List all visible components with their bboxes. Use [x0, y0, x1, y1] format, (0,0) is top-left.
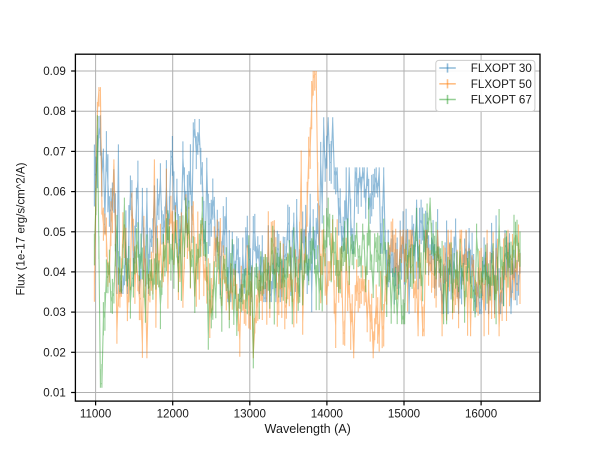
svg-text:Flux (1e-17 erg/s/cm^2/A): Flux (1e-17 erg/s/cm^2/A): [15, 162, 28, 295]
svg-text:FLXOPT 30: FLXOPT 30: [471, 62, 532, 75]
svg-text:13000: 13000: [234, 408, 266, 421]
svg-text:12000: 12000: [157, 408, 189, 421]
svg-text:0.03: 0.03: [43, 306, 66, 319]
svg-text:11000: 11000: [80, 408, 111, 421]
svg-text:0.02: 0.02: [43, 346, 66, 359]
svg-text:16000: 16000: [465, 408, 497, 421]
svg-text:FLXOPT 67: FLXOPT 67: [471, 94, 532, 107]
svg-text:0.05: 0.05: [43, 226, 66, 239]
svg-text:FLXOPT 50: FLXOPT 50: [471, 78, 532, 91]
svg-text:0.07: 0.07: [43, 145, 66, 158]
svg-text:0.09: 0.09: [43, 65, 66, 78]
svg-text:14000: 14000: [311, 408, 343, 421]
svg-text:0.04: 0.04: [43, 266, 66, 279]
svg-text:0.01: 0.01: [43, 387, 66, 400]
svg-text:0.08: 0.08: [43, 105, 66, 118]
svg-text:0.06: 0.06: [43, 186, 66, 199]
svg-text:Wavelength (A): Wavelength (A): [265, 422, 351, 436]
svg-text:15000: 15000: [388, 408, 420, 421]
